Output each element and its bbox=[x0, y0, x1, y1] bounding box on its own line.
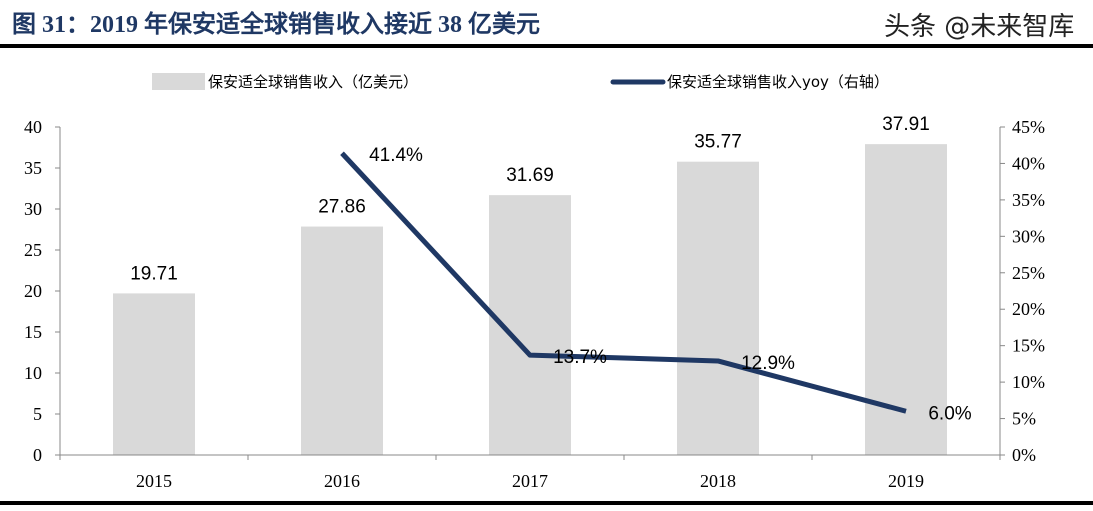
line-label-2018: 12.9% bbox=[741, 353, 795, 374]
left-tick-label: 10 bbox=[24, 363, 42, 383]
line-label-2017: 13.7% bbox=[553, 347, 607, 368]
watermark: 头条 @未来智库 bbox=[884, 12, 1075, 42]
x-tick-label: 2019 bbox=[888, 471, 924, 491]
right-tick-label: 0% bbox=[1012, 445, 1036, 465]
bar-label-2018: 35.77 bbox=[694, 132, 742, 153]
bar-label-2016: 27.86 bbox=[318, 197, 366, 218]
right-tick-label: 5% bbox=[1012, 409, 1036, 429]
x-tick-label: 2015 bbox=[136, 471, 172, 491]
right-tick-label: 45% bbox=[1012, 117, 1045, 137]
yoy-line bbox=[340, 151, 907, 414]
left-tick-label: 0 bbox=[33, 445, 42, 465]
right-tick-label: 35% bbox=[1012, 190, 1045, 210]
left-tick-label: 30 bbox=[24, 199, 42, 219]
figure-title: 图 31：2019 年保安适全球销售收入接近 38 亿美元 bbox=[12, 12, 540, 38]
right-tick-label: 20% bbox=[1012, 299, 1045, 319]
right-tick-label: 15% bbox=[1012, 336, 1045, 356]
right-tick-label: 30% bbox=[1012, 226, 1045, 246]
bar-label-2019: 37.91 bbox=[882, 114, 930, 135]
left-tick-label: 40 bbox=[24, 117, 42, 137]
right-tick-label: 25% bbox=[1012, 263, 1045, 283]
legend-swatch-bar bbox=[152, 73, 205, 90]
x-tick-label: 2016 bbox=[324, 471, 360, 491]
top-rule bbox=[0, 44, 1093, 48]
left-tick-label: 35 bbox=[24, 158, 42, 178]
bar-2015 bbox=[113, 293, 195, 455]
left-tick-label: 25 bbox=[24, 240, 42, 260]
bar-2018 bbox=[677, 161, 759, 455]
left-tick-label: 20 bbox=[24, 281, 42, 301]
bottom-rule bbox=[0, 501, 1093, 505]
right-tick-label: 10% bbox=[1012, 372, 1045, 392]
left-tick-label: 5 bbox=[33, 404, 42, 424]
right-tick-label: 40% bbox=[1012, 153, 1045, 173]
legend-label-bar: 保安适全球销售收入（亿美元） bbox=[208, 73, 418, 91]
x-tick-label: 2017 bbox=[512, 471, 548, 491]
bar-2016 bbox=[301, 226, 383, 455]
line-label-2019: 6.0% bbox=[928, 403, 971, 424]
legend-label-line: 保安适全球销售收入yoy（右轴） bbox=[667, 73, 889, 91]
bar-label-2017: 31.69 bbox=[506, 165, 554, 186]
line-label-2016: 41.4% bbox=[369, 145, 423, 166]
bar-label-2015: 19.71 bbox=[130, 263, 178, 284]
x-tick-label: 2018 bbox=[700, 471, 736, 491]
left-tick-label: 15 bbox=[24, 322, 42, 342]
